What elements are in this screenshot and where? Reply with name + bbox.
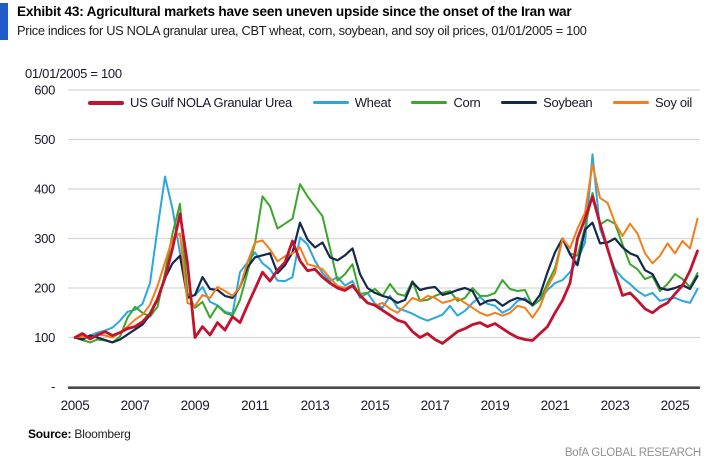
source-note: Source: Bloomberg <box>28 427 131 441</box>
legend-label: US Gulf NOLA Granular Urea <box>130 95 292 110</box>
legend-label: Soy oil <box>655 95 692 110</box>
legend-label: Wheat <box>354 95 391 110</box>
series-line-us-gulf-nola-granular-urea <box>73 195 699 345</box>
source-label: Source: <box>28 427 72 441</box>
tick-label: 2017 <box>421 398 450 413</box>
axis-note: 01/01/2005 = 100 <box>25 66 122 81</box>
source-value: Bloomberg <box>74 427 131 441</box>
tick-label: 100 <box>34 330 55 345</box>
tick-label: 600 <box>34 83 55 98</box>
exhibit-title: Exhibit 43: Agricultural markets have se… <box>17 4 572 19</box>
legend-item-corn: Corn <box>411 95 481 110</box>
legend-label: Corn <box>453 95 481 110</box>
tick-label: 400 <box>34 182 55 197</box>
legend-line-swatch <box>411 101 448 104</box>
legend-item-us-gulf-nola-granular-urea: US Gulf NOLA Granular Urea <box>88 95 292 110</box>
exhibit-subtitle: Price indices for US NOLA granular urea,… <box>17 23 587 38</box>
title-accent-bar <box>0 3 8 40</box>
tick-label: 2025 <box>661 398 690 413</box>
tick-label: 2015 <box>361 398 390 413</box>
tick-label: 200 <box>34 281 55 296</box>
legend-item-wheat: Wheat <box>312 95 391 110</box>
tick-label: 2021 <box>541 398 570 413</box>
legend-line-swatch <box>501 101 538 104</box>
tick-label: 300 <box>34 231 55 246</box>
tick-label: 2023 <box>601 398 630 413</box>
tick-label: 2005 <box>61 398 90 413</box>
legend-line-swatch <box>613 101 650 104</box>
tick-label: 2019 <box>481 398 510 413</box>
series-line-soybean <box>73 221 699 344</box>
legend-item-soy-oil: Soy oil <box>613 95 692 110</box>
legend-item-soybean: Soybean <box>501 95 593 110</box>
legend-label: Soybean <box>543 95 593 110</box>
tick-label: 2007 <box>121 398 150 413</box>
tick-label: 2013 <box>301 398 330 413</box>
legend-line-swatch <box>312 101 349 104</box>
tick-label: 500 <box>34 132 55 147</box>
branding-text: BofA GLOBAL RESEARCH <box>564 447 701 459</box>
series-line-soy-oil <box>74 163 699 340</box>
tick-label: 2011 <box>241 398 269 413</box>
tick-label: 2009 <box>181 398 210 413</box>
legend-line-swatch <box>88 100 124 105</box>
chart-legend: US Gulf NOLA Granular Urea Wheat Corn Soybe… <box>88 95 692 110</box>
tick-label: - <box>51 379 55 394</box>
